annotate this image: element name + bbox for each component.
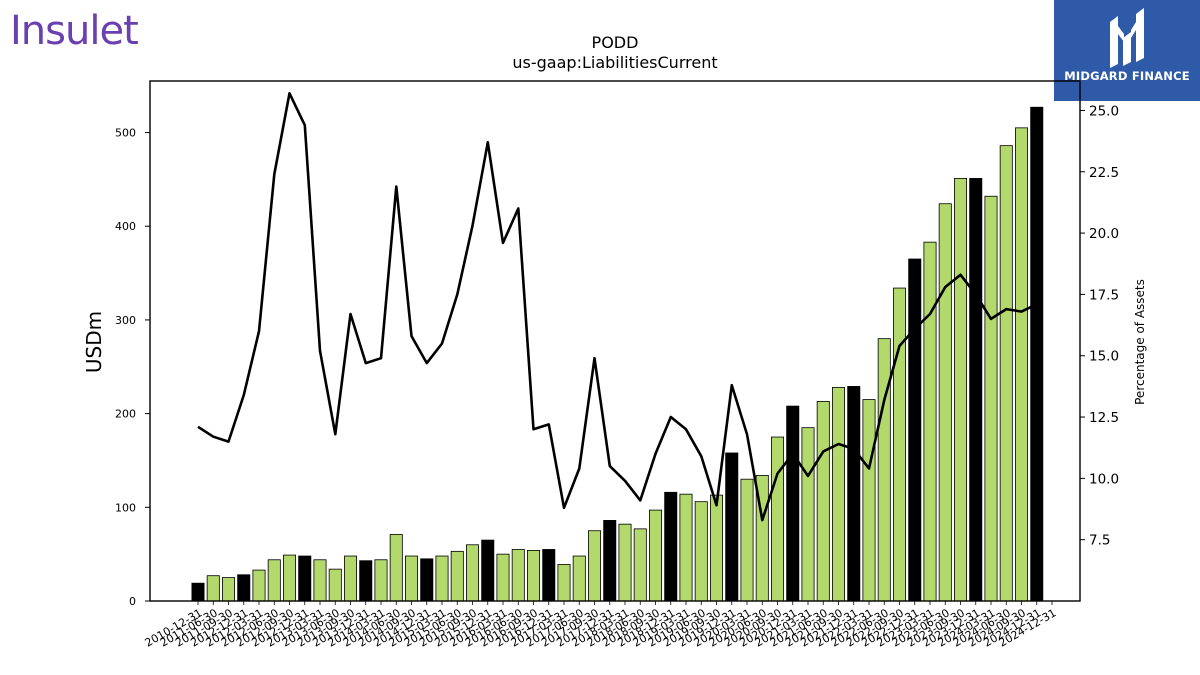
chart-subtitle: us-gaap:LiabilitiesCurrent xyxy=(512,53,717,72)
bar-4 xyxy=(252,569,266,602)
plot-frame xyxy=(149,80,1081,602)
y-tick-label-3: 300 xyxy=(115,314,136,327)
bar-26 xyxy=(588,530,602,602)
bar-36 xyxy=(740,478,754,602)
bar-34 xyxy=(710,494,724,602)
y2-axis-label: Percentage of Assets xyxy=(1133,279,1147,405)
bar-28 xyxy=(618,523,632,602)
bar-7 xyxy=(298,555,312,602)
bar-2 xyxy=(221,577,235,602)
bar-19 xyxy=(481,539,495,602)
y2-tick-label-3: 15.0 xyxy=(1089,349,1119,365)
bar-46 xyxy=(893,287,907,602)
y-tick-label-1: 100 xyxy=(115,501,136,514)
y2-tick-label-2: 12.5 xyxy=(1089,410,1119,426)
bar-54 xyxy=(1015,127,1029,602)
bar-49 xyxy=(938,203,952,602)
y-tick-label-2: 200 xyxy=(115,408,136,421)
y-tick-label-4: 400 xyxy=(115,220,136,233)
bar-45 xyxy=(877,338,891,602)
y2-tick-label-0: 7.5 xyxy=(1089,533,1110,549)
bar-51 xyxy=(969,178,983,602)
bar-12 xyxy=(374,559,388,602)
bar-38 xyxy=(771,436,785,602)
bar-55 xyxy=(1030,106,1044,602)
bar-33 xyxy=(694,501,708,602)
bar-18 xyxy=(465,544,479,602)
bar-3 xyxy=(237,574,251,602)
bar-50 xyxy=(954,178,968,602)
bar-21 xyxy=(511,549,525,602)
bar-29 xyxy=(633,528,647,602)
bar-23 xyxy=(542,549,556,602)
bar-24 xyxy=(557,564,571,602)
bar-52 xyxy=(984,195,998,602)
bar-27 xyxy=(603,520,617,602)
midgard-logo-name: MIDGARD FINANCE xyxy=(1064,69,1190,83)
series-line-percentage-of-assets xyxy=(197,92,1038,522)
y2-tick-label-7: 25.0 xyxy=(1089,103,1119,119)
bar-15 xyxy=(420,558,434,602)
bar-5 xyxy=(267,559,281,602)
bar-48 xyxy=(923,241,937,602)
bar-20 xyxy=(496,553,510,602)
bar-32 xyxy=(679,493,693,602)
bar-53 xyxy=(999,145,1013,602)
bar-40 xyxy=(801,427,815,602)
y-tick-label-0: 0 xyxy=(129,595,136,608)
bar-35 xyxy=(725,452,739,602)
bar-30 xyxy=(649,509,663,602)
bar-42 xyxy=(832,386,846,602)
bar-14 xyxy=(404,555,418,602)
y-tick-label-5: 500 xyxy=(115,127,136,140)
bar-10 xyxy=(343,555,357,602)
bar-47 xyxy=(908,258,922,602)
bar-9 xyxy=(328,568,342,602)
bar-39 xyxy=(786,405,800,602)
bar-43 xyxy=(847,386,861,602)
bar-6 xyxy=(282,554,296,602)
bar-41 xyxy=(816,401,830,602)
bar-13 xyxy=(389,534,403,602)
bar-25 xyxy=(572,555,586,602)
bar-8 xyxy=(313,559,327,602)
bar-11 xyxy=(359,560,373,602)
y-axis-label: USDm xyxy=(82,311,106,373)
y2-tick-label-1: 10.0 xyxy=(1089,471,1119,487)
y2-tick-label-6: 22.5 xyxy=(1089,165,1119,181)
y2-tick-label-4: 17.5 xyxy=(1089,287,1119,303)
y2-tick-label-5: 20.0 xyxy=(1089,226,1119,242)
midgard-mark-icon xyxy=(1110,8,1144,68)
chart-title: PODD xyxy=(592,33,639,52)
bar-31 xyxy=(664,491,678,602)
bar-16 xyxy=(435,555,449,602)
bar-17 xyxy=(450,550,464,602)
midgard-finance-logo: MIDGARD FINANCE xyxy=(1054,0,1200,101)
bar-22 xyxy=(527,550,541,602)
bar-0 xyxy=(191,582,205,602)
insulet-logo: Insulet xyxy=(10,8,139,54)
bar-44 xyxy=(862,399,876,602)
bar-1 xyxy=(206,575,220,602)
